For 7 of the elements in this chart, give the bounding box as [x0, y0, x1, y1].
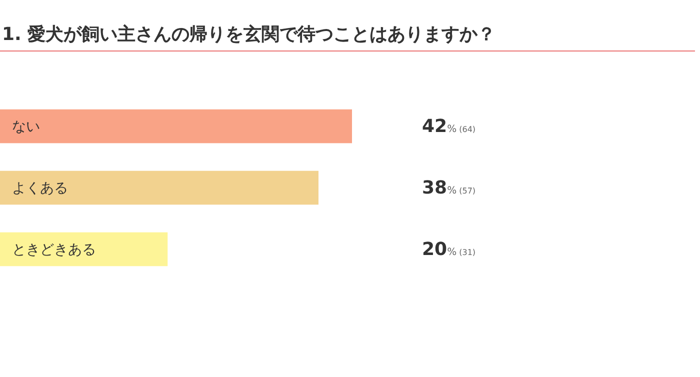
chart-title: 1. 愛犬が飼い主さんの帰りを玄関で待つことはありますか？: [2, 24, 496, 45]
y-tick-label: ときどきある: [12, 242, 96, 258]
data-label: 38% (57): [422, 177, 476, 198]
y-tick-label: よくある: [12, 180, 68, 197]
y-tick-label: ない: [12, 119, 40, 136]
data-label: 42% (64): [422, 116, 476, 137]
data-label: 20% (31): [422, 238, 476, 260]
